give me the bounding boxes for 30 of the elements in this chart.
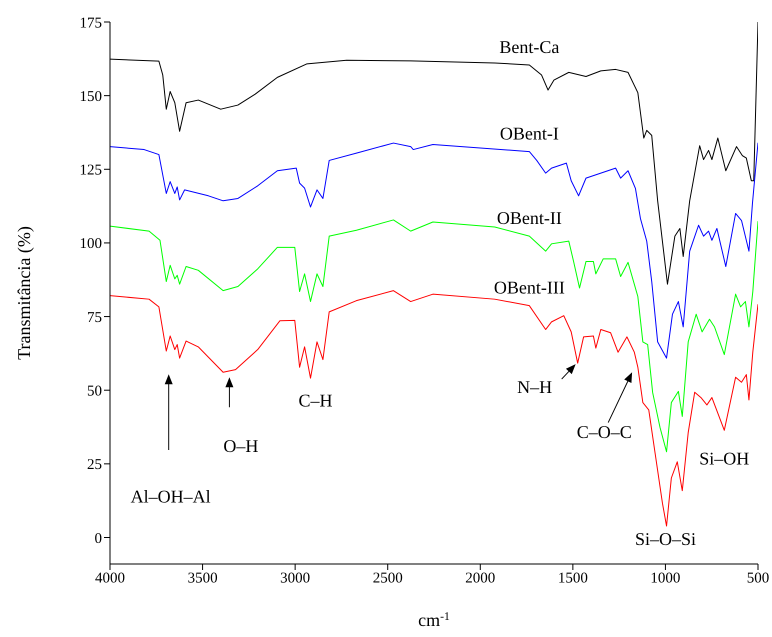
y-tick-label: 25 <box>87 457 102 474</box>
x-tick-label: 4000 <box>95 570 125 587</box>
y-axis-title: Transmitância (%) <box>14 226 34 360</box>
y-tick-label: 50 <box>87 384 102 400</box>
y-tick-label: 100 <box>80 236 102 252</box>
x-tick-label: 3500 <box>188 570 218 587</box>
x-tick-label: 2500 <box>372 570 403 587</box>
annotation: N–H <box>517 377 552 398</box>
line-series <box>110 142 758 359</box>
series-label: OBent-III <box>494 278 565 298</box>
annotation: Al–OH–Al <box>130 486 211 506</box>
y-tick-label: 175 <box>80 15 102 32</box>
annotation: C–H <box>298 390 333 411</box>
y-tick-label: 0 <box>94 530 102 547</box>
y-tick-label: 150 <box>80 88 102 105</box>
annotation: C–O–C <box>576 422 632 442</box>
x-tick-label: 1000 <box>650 570 680 587</box>
y-tick-label: 75 <box>87 310 102 326</box>
x-tick-label: 500 <box>746 570 770 587</box>
x-tick-label: 2000 <box>465 570 496 587</box>
series-label: OBent-II <box>496 208 562 228</box>
annotation: Si–OH <box>699 448 750 468</box>
annotation: Si–O–Si <box>635 529 696 550</box>
annotation: O–H <box>223 436 258 456</box>
x-tick-label: 3000 <box>280 570 310 587</box>
series-label: OBent-I <box>500 124 559 144</box>
x-axis-title: cm$^{-1}$ <box>418 610 450 630</box>
x-tick-label: 1500 <box>558 570 588 587</box>
y-tick-label: 125 <box>80 162 102 179</box>
series-label: Bent-Ca <box>499 37 560 58</box>
